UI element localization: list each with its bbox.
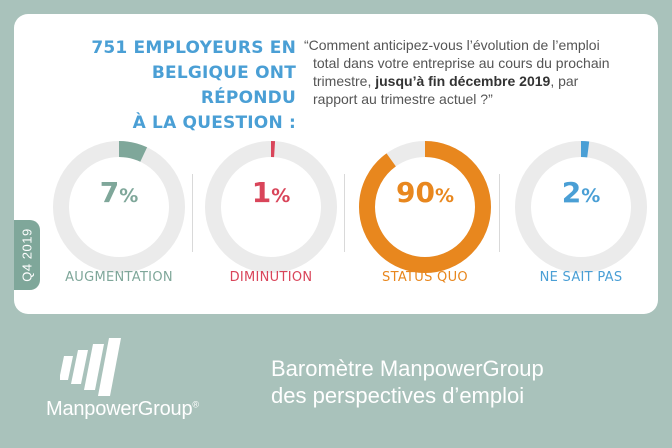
- value-number: 2: [561, 176, 582, 209]
- donut-value: 2%: [496, 176, 658, 209]
- divider: [499, 174, 500, 252]
- brand-name: ManpowerGroup®: [46, 398, 199, 421]
- tagline-line: Baromètre ManpowerGroup: [271, 356, 544, 381]
- headline-line: À LA QUESTION :: [132, 113, 296, 133]
- donut-ne-sait-pas: 2% NE SAIT PAS: [496, 134, 647, 304]
- question-text: , par: [550, 73, 579, 89]
- donut-arc: [205, 141, 337, 273]
- donut-svg: [359, 141, 491, 273]
- value-unit: %: [119, 185, 139, 207]
- donut-arc: [515, 141, 647, 273]
- question-line: trimestre, jusqu’à fin décembre 2019, pa…: [304, 72, 634, 90]
- donut-category-label: DIMINUTION: [229, 270, 313, 285]
- donut-diminution: 1% DIMINUTION: [186, 134, 337, 304]
- donut-status-quo: 90% STATUS QUO: [340, 134, 491, 304]
- question-line: “Comment anticipez-vous l’évolution de l…: [304, 37, 600, 53]
- question-line: total dans votre entreprise au cours du …: [313, 55, 610, 71]
- donut-category-label: STATUS QUO: [382, 270, 468, 285]
- donut-value: 90%: [340, 176, 510, 209]
- donut-value: 7%: [34, 176, 204, 209]
- brand-text: ManpowerGroup: [46, 398, 193, 420]
- donut-augmentation: 7% AUGMENTATION: [34, 134, 185, 304]
- headline-line: BELGIQUE ONT RÉPONDU: [151, 63, 296, 108]
- value-number: 90: [395, 176, 435, 209]
- quarter-label: Q4 2019: [19, 228, 35, 282]
- question-bold-text: jusqu’à fin décembre 2019: [375, 73, 551, 89]
- divider: [192, 174, 193, 252]
- survey-card: 751 EMPLOYEURS EN BELGIQUE ONT RÉPONDU À…: [14, 14, 658, 314]
- value-unit: %: [581, 185, 601, 207]
- question-line: rapport au trimestre actuel ?”: [313, 91, 493, 107]
- donut-svg: [53, 141, 185, 273]
- tagline-line: des perspectives d’emploi: [271, 383, 525, 408]
- value-number: 1: [251, 176, 272, 209]
- question-text: trimestre,: [313, 73, 376, 89]
- manpowergroup-logo-icon: [60, 338, 121, 396]
- trademark: ®: [192, 399, 199, 410]
- survey-question: “Comment anticipez-vous l’évolution de l…: [304, 36, 634, 108]
- value-number: 7: [99, 176, 120, 209]
- divider: [344, 174, 345, 252]
- donut-arc: [53, 141, 185, 273]
- value-unit: %: [434, 185, 454, 207]
- donut-arc: [359, 141, 491, 273]
- headline-line: 751 EMPLOYEURS EN: [91, 38, 296, 58]
- donut-svg: [515, 141, 647, 273]
- donut-svg: [205, 141, 337, 273]
- donut-value: 1%: [186, 176, 356, 209]
- quarter-tab: Q4 2019: [14, 220, 40, 290]
- donut-category-label: AUGMENTATION: [65, 270, 173, 285]
- headline: 751 EMPLOYEURS EN BELGIQUE ONT RÉPONDU À…: [66, 36, 296, 136]
- donut-category-label: NE SAIT PAS: [539, 270, 623, 285]
- tagline: Baromètre ManpowerGroup des perspectives…: [271, 355, 544, 409]
- value-unit: %: [271, 185, 291, 207]
